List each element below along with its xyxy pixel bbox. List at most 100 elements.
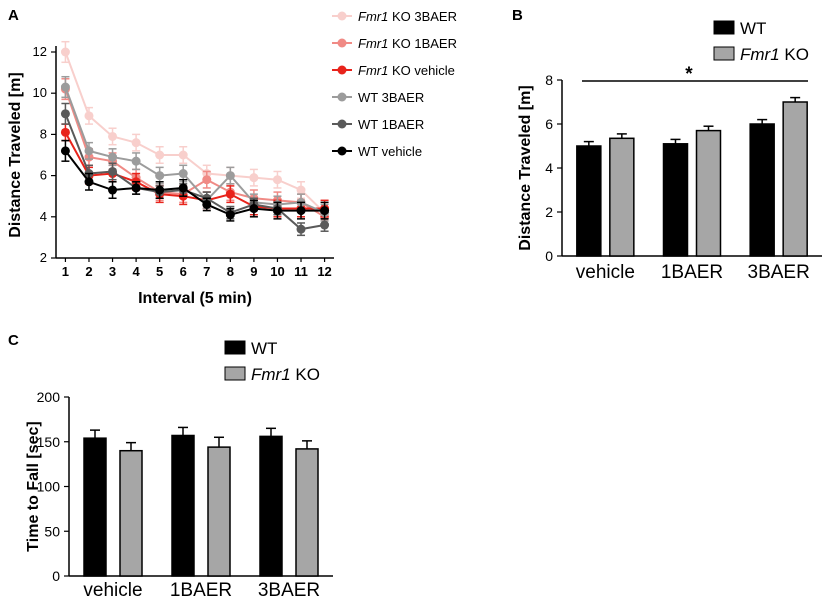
a-x-tick-label: 3 [109, 264, 116, 279]
a-legend-marker [337, 92, 347, 102]
a-data-point [296, 185, 306, 195]
a-data-point [60, 47, 70, 57]
a-data-point [84, 177, 94, 187]
chart-c: 0 50 100 150 200 vehicle 1BAER 3BAER Time to Fal… [25, 339, 333, 601]
a-legend-marker [337, 11, 347, 21]
a-x-tick-label: 10 [270, 264, 284, 279]
a-data-point [178, 150, 188, 160]
a-data-point [225, 171, 235, 181]
a-legend-marker [337, 146, 347, 156]
a-data-point [108, 166, 118, 176]
a-data-point [178, 169, 188, 179]
a-y-tick-label: 8 [40, 126, 47, 141]
b-bar [662, 143, 689, 257]
b-legend-label: WT [740, 19, 766, 38]
b-y-tick-label: 0 [545, 248, 553, 264]
a-data-point [202, 199, 212, 209]
a-data-point [249, 204, 259, 214]
c-y-tick-label: 50 [44, 523, 60, 539]
a-data-point [155, 171, 165, 181]
b-y-tick-label: 2 [545, 204, 553, 220]
c-legend-label: WT [251, 339, 277, 358]
a-legend-label: WT 3BAER [358, 90, 424, 105]
a-data-point [60, 109, 70, 119]
a-legend-label: Fmr1 KO 3BAER [358, 9, 457, 24]
b-category-label: 1BAER [661, 262, 723, 283]
a-data-point [155, 185, 165, 195]
a-y-tick-label: 2 [40, 250, 47, 265]
a-x-tick-label: 7 [203, 264, 210, 279]
b-bar [749, 123, 775, 257]
c-y-tick-label: 150 [37, 434, 61, 450]
a-data-point [60, 127, 70, 137]
a-y-tick-label: 12 [33, 44, 47, 59]
a-data-point [272, 175, 282, 185]
a-data-point [178, 183, 188, 193]
a-x-tick-label: 4 [132, 264, 140, 279]
a-x-axis-title: Interval (5 min) [138, 290, 252, 307]
a-legend-marker [337, 65, 347, 75]
a-series-line [64, 51, 326, 214]
a-data-point [249, 173, 259, 183]
c-bar [83, 437, 107, 577]
b-category-label: vehicle [576, 262, 635, 283]
a-data-point [84, 111, 94, 121]
a-data-point [225, 210, 235, 220]
b-y-tick-label: 8 [545, 72, 553, 88]
c-y-axis-title: Time to Fall [sec] [25, 421, 42, 551]
b-bar [609, 137, 635, 257]
b-legend-label: Fmr1 KO [740, 45, 809, 64]
a-legend-label: Fmr1 KO vehicle [358, 63, 455, 78]
a-y-tick-label: 6 [40, 168, 47, 183]
a-data-point [296, 224, 306, 234]
b-significance-star: * [685, 64, 693, 85]
a-data-point [155, 150, 165, 160]
c-category-label: vehicle [83, 580, 142, 601]
a-x-tick-label: 5 [156, 264, 163, 279]
a-data-point [60, 82, 70, 92]
panel-b-label: B [512, 7, 523, 24]
a-y-tick-label: 10 [33, 85, 47, 100]
b-legend-swatch [713, 46, 735, 61]
a-data-point [108, 131, 118, 141]
a-data-point [272, 206, 282, 216]
c-category-label: 1BAER [170, 580, 232, 601]
c-category-label: 3BAER [258, 580, 320, 601]
a-x-tick-label: 6 [180, 264, 187, 279]
a-data-point [320, 206, 330, 216]
b-legend-swatch [713, 20, 735, 35]
a-x-tick-label: 1 [62, 264, 69, 279]
c-bar [207, 446, 231, 577]
a-data-point [225, 189, 235, 199]
a-x-tick-label: 8 [227, 264, 234, 279]
c-legend-swatch [224, 366, 246, 381]
a-y-axis-title: Distance Traveled [m] [7, 72, 24, 237]
a-legend-marker [337, 119, 347, 129]
a-series-line [64, 113, 325, 231]
b-y-tick-label: 6 [545, 116, 553, 132]
c-bar [119, 449, 143, 577]
c-bar [171, 434, 195, 577]
chart-b: 0 2 4 6 8 vehicle 1BAER 3BAER Distance Traveled … [517, 19, 822, 283]
a-x-tick-label: 12 [317, 264, 331, 279]
a-x-tick-label: 11 [294, 264, 308, 279]
a-data-point [108, 152, 118, 162]
a-x-tick-label: 9 [250, 264, 257, 279]
a-data-point [131, 183, 141, 193]
c-bar [295, 448, 319, 577]
a-x-tick-label: 2 [85, 264, 92, 279]
panel-c-label: C [8, 332, 19, 349]
b-bar [695, 129, 722, 257]
a-y-tick-label: 4 [40, 209, 47, 224]
b-category-label: 3BAER [748, 262, 810, 283]
c-y-tick-label: 100 [37, 479, 61, 495]
a-data-point [60, 146, 70, 156]
a-data-point [296, 206, 306, 216]
b-y-axis-title: Distance Traveled [m] [517, 85, 534, 250]
a-legend-label: WT 1BAER [358, 117, 424, 132]
a-data-point [131, 156, 141, 166]
a-data-point [131, 138, 141, 148]
c-legend-swatch [224, 340, 246, 355]
